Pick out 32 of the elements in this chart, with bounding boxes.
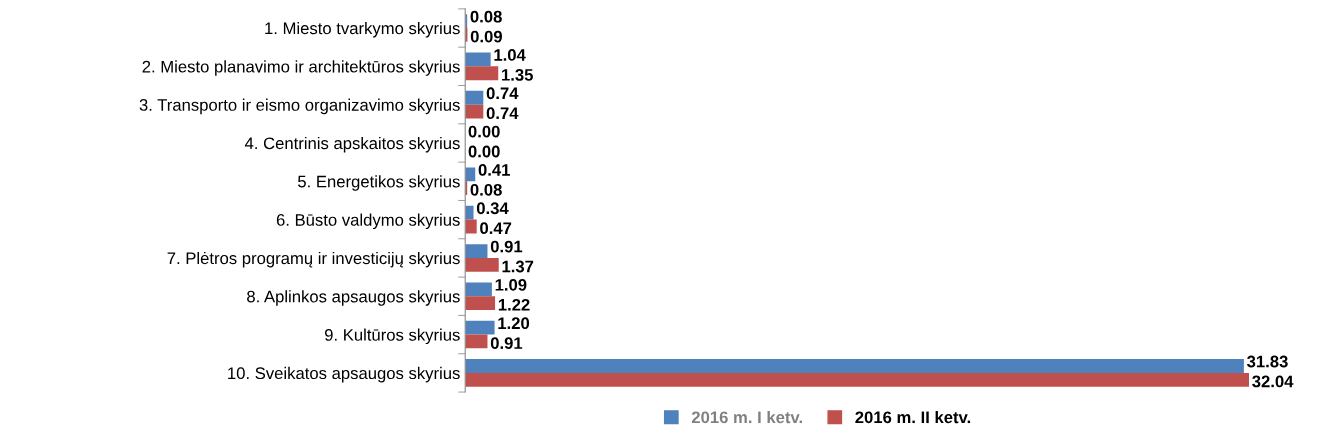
y-tick-label: 4. Centrinis apskaitos skyrius bbox=[244, 136, 460, 153]
data-label: 0.08 bbox=[470, 183, 502, 196]
data-label: 0.09 bbox=[470, 30, 502, 43]
data-label: 0.74 bbox=[486, 87, 519, 100]
data-label: 0.00 bbox=[468, 145, 500, 158]
data-label: 0.91 bbox=[490, 337, 523, 350]
data-label: 1.20 bbox=[498, 317, 530, 330]
data-label: 1.37 bbox=[502, 260, 534, 273]
y-tick-label: 2. Miesto planavimo ir architektūros skyrius bbox=[142, 60, 460, 76]
y-tick-label: 6. Būsto valdymo skyrius bbox=[276, 213, 460, 230]
data-label: 0.34 bbox=[476, 202, 509, 215]
y-tick-label: 7. Plėtros programų ir investicijų skyrius bbox=[167, 251, 460, 268]
data-label: 31.83 bbox=[1247, 355, 1288, 368]
data-label: 0.00 bbox=[468, 125, 500, 138]
data-label: 1.35 bbox=[502, 68, 533, 81]
y-tick-label: 5. Energetikos skyrius bbox=[298, 175, 460, 191]
data-label: 0.08 bbox=[470, 10, 502, 23]
y-tick-label: 8. Aplinkos apsaugos skyrius bbox=[247, 290, 460, 306]
data-label: 1.04 bbox=[494, 49, 526, 61]
y-tick-label: 9. Kultūros skyrius bbox=[324, 328, 460, 345]
y-tick-label: 1. Miesto tvarkymo skyrius bbox=[265, 21, 460, 38]
y-tick-label: 10. Sveikatos apsaugos skyrius bbox=[228, 366, 460, 383]
data-label: 1.22 bbox=[498, 298, 530, 311]
legend-label: 2016 m. I ketv. bbox=[691, 410, 802, 424]
data-label: 32.04 bbox=[1252, 375, 1294, 388]
data-label: 0.91 bbox=[490, 240, 523, 253]
data-label: 0.41 bbox=[478, 164, 510, 176]
data-label: 0.47 bbox=[480, 222, 512, 235]
data-label: 1.09 bbox=[495, 278, 527, 291]
data-label: 0.74 bbox=[486, 107, 519, 120]
y-tick-label: 3. Transporto ir eismo organizavimo skyrius bbox=[139, 98, 460, 115]
legend-label: 2016 m. II ketv. bbox=[855, 410, 971, 424]
